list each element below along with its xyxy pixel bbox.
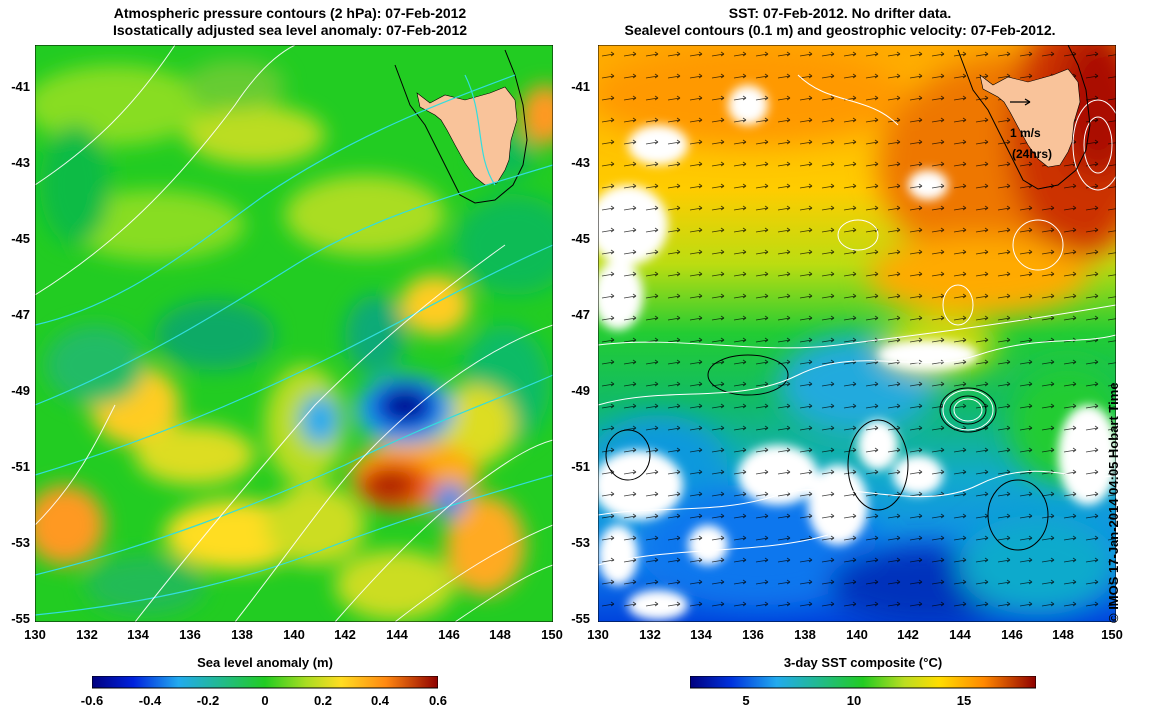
- sla-colorbar-tick: -0.6: [80, 693, 104, 708]
- left-x-tick: 132: [76, 627, 98, 642]
- right-x-tick: 146: [1001, 627, 1023, 642]
- right-x-tick: 144: [949, 627, 971, 642]
- left-title-line2: Isostatically adjusted sea level anomaly…: [112, 22, 468, 38]
- right-y-tick: -49: [571, 383, 590, 398]
- left-y-tick: -47: [11, 307, 30, 322]
- tasmania-landmass: [979, 68, 1081, 168]
- right-panel-title: SST: 07-Feb-2012. No drifter data. Seale…: [585, 5, 1095, 39]
- right-x-tick: 134: [690, 627, 712, 642]
- eddy-circulations: [605, 354, 1049, 551]
- right-x-tick: 150: [1101, 627, 1123, 642]
- right-x-tick: 148: [1052, 627, 1074, 642]
- left-x-tick: 142: [334, 627, 356, 642]
- left-title-line1: Atmospheric pressure contours (2 hPa): 0…: [113, 5, 467, 21]
- left-colorbar-label: Sea level anomaly (m): [197, 655, 333, 670]
- left-panel-title: Atmospheric pressure contours (2 hPa): 0…: [20, 5, 560, 39]
- left-x-tick: 144: [386, 627, 408, 642]
- right-title-line2: Sealevel contours (0.1 m) and geostrophi…: [624, 22, 1056, 38]
- right-y-tick: -53: [571, 535, 590, 550]
- left-y-tick: -51: [11, 459, 30, 474]
- left-y-tick: -45: [11, 231, 30, 246]
- right-x-tick: 136: [742, 627, 764, 642]
- right-y-tick: -55: [571, 611, 590, 626]
- coastline-boundary: [394, 49, 528, 204]
- sla-colorbar-tick: 0: [261, 693, 269, 708]
- right-y-tick: -43: [571, 155, 590, 170]
- sst-colorbar-tick: 5: [742, 693, 750, 708]
- sst-colorbar: [690, 676, 1036, 689]
- sla-colorbar: [92, 676, 438, 689]
- left-y-tick: -55: [11, 611, 30, 626]
- velocity-scale-sublabel: (24hrs): [1012, 147, 1052, 161]
- left-x-tick: 134: [127, 627, 149, 642]
- left-x-tick: 148: [489, 627, 511, 642]
- sst-map: 1 m/s (24hrs): [598, 45, 1116, 622]
- left-x-tick: 146: [438, 627, 460, 642]
- sst-colorbar-tick: 10: [846, 693, 862, 708]
- sla-colorbar-tick: -0.2: [196, 693, 220, 708]
- right-y-tick: -47: [571, 307, 590, 322]
- white-pressure-contours: [35, 45, 553, 622]
- left-y-tick: -41: [11, 79, 30, 94]
- velocity-scale-arrowhead: [1024, 98, 1031, 106]
- left-x-tick: 130: [24, 627, 46, 642]
- left-x-tick: 150: [541, 627, 563, 642]
- right-x-tick: 140: [846, 627, 868, 642]
- left-x-tick: 140: [283, 627, 305, 642]
- sst-colorbar-tick: 15: [956, 693, 972, 708]
- right-x-tick: 130: [587, 627, 609, 642]
- right-x-tick: 142: [897, 627, 919, 642]
- velocity-scale-label: 1 m/s: [1010, 126, 1041, 140]
- right-y-tick: -51: [571, 459, 590, 474]
- cyan-pressure-contours: [35, 74, 553, 616]
- left-x-tick: 138: [231, 627, 253, 642]
- sla-colorbar-tick: 0.6: [428, 693, 448, 708]
- sla-colorbar-tick: 0.2: [313, 693, 333, 708]
- sea-level-anomaly-map: [35, 45, 553, 622]
- left-y-tick: -49: [11, 383, 30, 398]
- left-y-tick: -43: [11, 155, 30, 170]
- right-title-line1: SST: 07-Feb-2012. No drifter data.: [728, 5, 952, 21]
- left-y-tick: -53: [11, 535, 30, 550]
- right-x-tick: 138: [794, 627, 816, 642]
- right-y-tick: -41: [571, 79, 590, 94]
- sla-colorbar-tick: 0.4: [370, 693, 390, 708]
- sla-colorbar-tick: -0.4: [138, 693, 162, 708]
- right-x-tick: 132: [639, 627, 661, 642]
- imos-credit: © IMOS 17-Jan-2014 04:05 Hobart Time: [1106, 382, 1121, 623]
- left-x-tick: 136: [179, 627, 201, 642]
- coastline-boundary: [957, 45, 1091, 190]
- right-colorbar-label: 3-day SST composite (°C): [783, 655, 943, 670]
- sea-level-contours: [598, 74, 1116, 566]
- right-y-tick: -45: [571, 231, 590, 246]
